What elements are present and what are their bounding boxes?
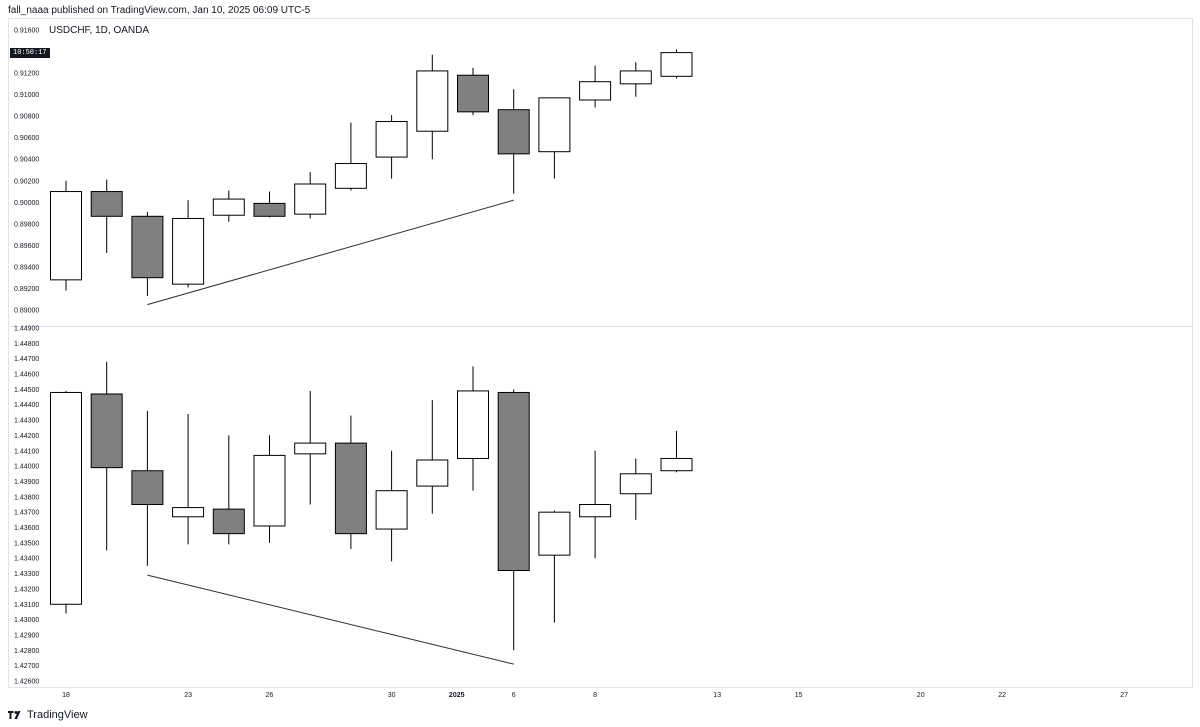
- publish-header: fall_naaa published on TradingView.com, …: [8, 5, 311, 16]
- y-tick-label: 0.90200: [14, 178, 39, 185]
- candle-body: [212, 508, 245, 535]
- y-tick-label: 0.89200: [14, 286, 39, 293]
- x-tick-label: 8: [593, 692, 597, 699]
- y-tick-label: 1.42700: [14, 663, 39, 670]
- candle-body: [90, 191, 123, 217]
- candle-body: [212, 198, 245, 216]
- y-tick-label: 0.91200: [14, 71, 39, 78]
- candle-body: [334, 442, 367, 535]
- y-tick-label: 0.89000: [14, 308, 39, 315]
- y-tick-label: 0.90400: [14, 157, 39, 164]
- candle-body: [131, 215, 164, 279]
- y-tick-label: 0.89600: [14, 243, 39, 250]
- x-tick-label: 2025: [449, 692, 465, 699]
- candle-body: [579, 81, 612, 101]
- candle-body: [375, 490, 408, 530]
- y-tick-label: 1.44000: [14, 464, 39, 471]
- x-tick-label: 18: [62, 692, 70, 699]
- price-countdown-tag: 10:50:17: [10, 48, 50, 58]
- y-tick-label: 1.43700: [14, 510, 39, 517]
- candle-body: [50, 391, 82, 605]
- candle-body: [294, 442, 327, 455]
- x-tick-label: 22: [998, 692, 1006, 699]
- y-tick-label: 1.44800: [14, 341, 39, 348]
- y-tick-label: 1.44600: [14, 372, 39, 379]
- tradingview-logo-icon: [8, 711, 21, 719]
- candle-body: [619, 473, 652, 495]
- candle-body: [172, 507, 205, 518]
- y-tick-label: 0.90800: [14, 114, 39, 121]
- candle-body: [90, 393, 123, 469]
- x-tick-label: 30: [388, 692, 396, 699]
- candle-body: [457, 390, 489, 459]
- y-tick-label: 0.89400: [14, 264, 39, 271]
- y-tick-label: 0.90600: [14, 135, 39, 142]
- x-tick-label: 15: [795, 692, 803, 699]
- y-tick-label: 1.44300: [14, 418, 39, 425]
- candle-body: [497, 391, 530, 571]
- y-tick-label: 1.42800: [14, 648, 39, 655]
- candle-body: [131, 470, 164, 505]
- candle-body: [375, 121, 408, 158]
- y-tick-label: 1.43000: [14, 617, 39, 624]
- y-tick-label: 1.43200: [14, 586, 39, 593]
- symbol-title[interactable]: USDCHF, 1D, OANDA: [49, 25, 150, 36]
- candle-body: [497, 109, 530, 155]
- trendline: [147, 199, 514, 306]
- pane-divider[interactable]: [8, 326, 1193, 327]
- y-tick-label: 1.43600: [14, 525, 39, 532]
- y-tick-label: 1.44900: [14, 326, 39, 333]
- x-tick-label: 27: [1120, 692, 1128, 699]
- y-tick-label: 1.43400: [14, 556, 39, 563]
- y-tick-label: 1.43100: [14, 602, 39, 609]
- y-tick-label: 1.43800: [14, 494, 39, 501]
- y-tick-label: 0.89800: [14, 221, 39, 228]
- y-tick-label: 1.43900: [14, 479, 39, 486]
- candle-body: [334, 163, 367, 189]
- y-tick-label: 1.43300: [14, 571, 39, 578]
- candle-body: [619, 70, 652, 85]
- y-tick-label: 0.91000: [14, 92, 39, 99]
- footer-brand[interactable]: TradingView: [8, 709, 88, 721]
- y-tick-label: 1.44400: [14, 402, 39, 409]
- y-tick-label: 0.90000: [14, 200, 39, 207]
- candle-body: [457, 74, 489, 113]
- y-tick-label: 1.43500: [14, 540, 39, 547]
- candle-body: [660, 52, 693, 77]
- candle-body: [538, 511, 571, 556]
- y-tick-label: 1.44200: [14, 433, 39, 440]
- x-tick-label: 6: [512, 692, 516, 699]
- chart-frame: [8, 18, 1193, 688]
- candle-body: [538, 97, 571, 153]
- candle-body: [660, 457, 693, 472]
- y-tick-label: 1.42600: [14, 679, 39, 686]
- x-tick-label: 26: [266, 692, 274, 699]
- footer-brand-label: TradingView: [27, 709, 88, 721]
- candle-body: [294, 183, 327, 215]
- y-tick-label: 1.44700: [14, 356, 39, 363]
- candle-body: [416, 459, 449, 487]
- x-tick-label: 13: [713, 692, 721, 699]
- candle-body: [253, 454, 286, 527]
- candle-body: [579, 504, 612, 518]
- candle-body: [50, 191, 82, 281]
- x-tick-label: 20: [917, 692, 925, 699]
- y-tick-label: 0.91600: [14, 28, 39, 35]
- y-tick-label: 1.44500: [14, 387, 39, 394]
- y-tick-label: 1.44100: [14, 448, 39, 455]
- candle-body: [416, 70, 449, 132]
- x-tick-label: 23: [184, 692, 192, 699]
- trendline: [147, 574, 514, 665]
- y-tick-label: 1.42900: [14, 632, 39, 639]
- candle-body: [253, 202, 286, 217]
- candle-body: [172, 217, 205, 285]
